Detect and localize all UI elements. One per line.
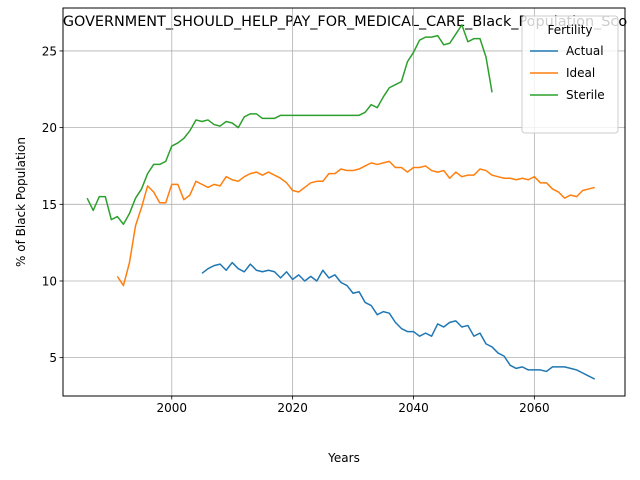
y-tick-label: 20 [42,121,57,135]
x-tick-label: 2060 [519,401,550,415]
y-axis: 5 10 15 20 25 [42,44,63,365]
legend-title: Fertility [547,23,592,37]
x-tick-label: 2000 [157,401,188,415]
y-tick-label: 25 [42,44,57,58]
plot-area [62,7,626,397]
series-line-sterile [86,24,493,225]
legend: Fertility Actual Ideal Sterile [521,15,619,134]
y-tick-label: 5 [49,351,57,365]
y-tick-label: 15 [42,198,57,212]
chart-title: GOVERNMENT_SHOULD_HELP_PAY_FOR_MEDICAL_C… [63,14,627,30]
x-axis: 2000 2020 2040 2060 [157,396,550,415]
legend-frame [521,15,619,134]
legend-label-sterile: Sterile [566,88,605,102]
legend-label-ideal: Ideal [566,66,595,80]
legend-label-actual: Actual [566,44,604,58]
x-axis-label: Years [327,451,360,465]
series-group [86,24,596,380]
series-line-ideal [116,160,595,287]
y-axis-label: % of Black Population [14,137,28,267]
x-tick-label: 2020 [277,401,308,415]
x-tick-label: 2040 [398,401,429,415]
series-line-actual [201,261,596,380]
y-tick-label: 10 [42,274,57,288]
